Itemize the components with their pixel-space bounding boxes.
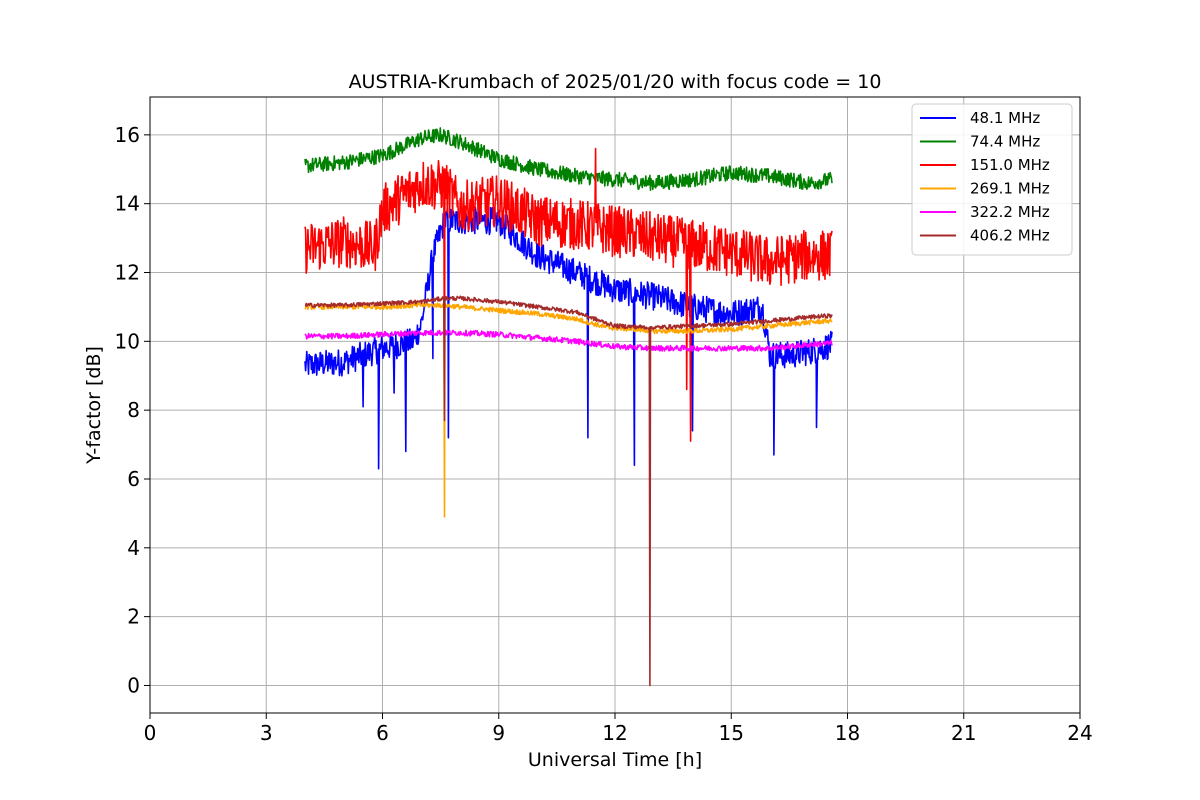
series-line-2 [304,147,833,442]
series-line-5 [304,295,833,687]
series-line-4 [304,329,833,352]
x-tick-label: 9 [492,721,505,745]
legend-entry-label: 322.2 MHz [970,203,1050,221]
x-tick-label: 15 [719,721,744,745]
legend-entry-label: 406.2 MHz [970,227,1050,245]
legend-entry-label: 269.1 MHz [970,180,1050,198]
x-tick-label: 0 [144,721,157,745]
y-tick-label: 12 [115,261,140,285]
x-tick-label: 6 [376,721,389,745]
y-axis-ticks: 0 2 4 6 8 10 12 14 16 [115,123,150,697]
y-tick-label: 4 [127,536,140,560]
y-tick-label: 2 [127,605,140,629]
legend-entry-label: 48.1 MHz [970,109,1040,127]
y-tick-label: 6 [127,467,140,491]
y-tick-label: 0 [127,673,140,697]
legend: 48.1 MHz 74.4 MHz 151.0 MHz 269.1 MHz 32… [911,103,1073,256]
x-tick-label: 3 [260,721,273,745]
x-tick-label: 21 [951,721,976,745]
y-tick-label: 8 [127,398,140,422]
series-line-1 [304,127,833,191]
series-line-0 [304,206,833,470]
y-tick-label: 10 [115,329,140,353]
y-tick-label: 14 [115,192,140,216]
x-tick-label: 18 [835,721,860,745]
x-axis-ticks: 0 3 6 9 12 15 18 21 24 [144,713,1093,745]
chart-title: AUSTRIA-Krumbach of 2025/01/20 with focu… [349,71,882,93]
plot-area [304,127,833,687]
y-axis-label: Y-factor [dB] [83,346,105,465]
legend-entry-label: 151.0 MHz [970,156,1050,174]
x-axis-label: Universal Time [h] [528,749,702,771]
series-line-3 [304,302,833,518]
x-tick-label: 24 [1067,721,1092,745]
y-tick-label: 16 [115,123,140,147]
legend-entry-label: 74.4 MHz [970,133,1040,151]
x-tick-label: 12 [602,721,627,745]
